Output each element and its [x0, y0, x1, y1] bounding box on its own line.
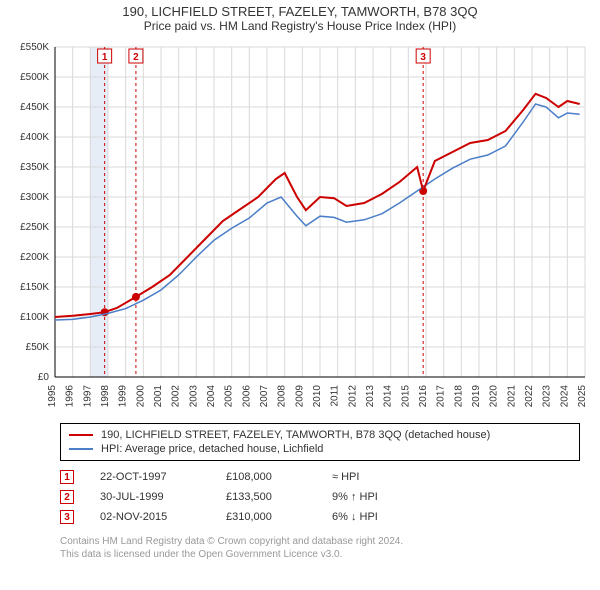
- svg-text:2018: 2018: [453, 385, 464, 408]
- chart-title: 190, LICHFIELD STREET, FAZELEY, TAMWORTH…: [0, 0, 600, 19]
- svg-text:£50K: £50K: [26, 342, 50, 353]
- svg-text:2003: 2003: [188, 385, 199, 408]
- chart-svg: £0 £50K £100K £150K £200K £250K £300K £350K £400…: [0, 37, 600, 417]
- legend: 190, LICHFIELD STREET, FAZELEY, TAMWORTH…: [60, 423, 580, 461]
- svg-text:2009: 2009: [294, 385, 305, 408]
- svg-text:£150K: £150K: [20, 282, 49, 293]
- svg-text:2011: 2011: [330, 385, 341, 407]
- svg-text:£550K: £550K: [20, 42, 49, 53]
- svg-text:2017: 2017: [436, 385, 447, 408]
- chart-area: £0 £50K £100K £150K £200K £250K £300K £350K £400…: [0, 37, 600, 417]
- svg-text:£200K: £200K: [20, 252, 49, 263]
- transaction-marker: 2: [60, 490, 74, 504]
- svg-text:1999: 1999: [118, 385, 129, 408]
- transaction-marker: 1: [60, 470, 74, 484]
- legend-row: 190, LICHFIELD STREET, FAZELEY, TAMWORTH…: [69, 428, 571, 442]
- svg-text:£250K: £250K: [20, 222, 49, 233]
- footer-line1: Contains HM Land Registry data © Crown c…: [60, 535, 580, 548]
- svg-text:£350K: £350K: [20, 162, 49, 173]
- svg-text:2008: 2008: [277, 385, 288, 408]
- legend-label: HPI: Average price, detached house, Lich…: [101, 443, 323, 455]
- transaction-table: 1 22-OCT-1997 £108,000 ≈ HPI 2 30-JUL-1999 £13…: [60, 467, 580, 527]
- chart-subtitle: Price paid vs. HM Land Registry's House …: [0, 19, 600, 37]
- svg-text:2019: 2019: [471, 385, 482, 408]
- svg-text:2: 2: [133, 52, 139, 63]
- svg-text:2024: 2024: [559, 385, 570, 408]
- svg-text:2005: 2005: [224, 385, 235, 408]
- transaction-date: 30-JUL-1999: [100, 491, 200, 503]
- transaction-price: £310,000: [226, 511, 306, 523]
- transaction-delta: 9% ↑ HPI: [332, 491, 432, 503]
- svg-text:2013: 2013: [365, 385, 376, 408]
- svg-text:£400K: £400K: [20, 132, 49, 143]
- svg-text:2014: 2014: [383, 385, 394, 408]
- transaction-price: £108,000: [226, 471, 306, 483]
- footer-line2: This data is licensed under the Open Gov…: [60, 548, 580, 561]
- svg-text:2025: 2025: [577, 385, 588, 408]
- svg-text:2015: 2015: [400, 385, 411, 408]
- svg-text:£300K: £300K: [20, 192, 49, 203]
- svg-text:2016: 2016: [418, 385, 429, 408]
- svg-text:2021: 2021: [506, 385, 517, 408]
- svg-text:2001: 2001: [153, 385, 164, 408]
- svg-text:1998: 1998: [100, 385, 111, 408]
- svg-text:2012: 2012: [347, 385, 358, 408]
- svg-text:2007: 2007: [259, 385, 270, 408]
- svg-text:2004: 2004: [206, 385, 217, 408]
- transaction-delta: 6% ↓ HPI: [332, 511, 432, 523]
- svg-text:2023: 2023: [542, 385, 553, 408]
- svg-text:3: 3: [420, 52, 426, 63]
- legend-swatch: [69, 434, 93, 436]
- legend-label: 190, LICHFIELD STREET, FAZELEY, TAMWORTH…: [101, 429, 490, 441]
- svg-text:1995: 1995: [47, 385, 58, 408]
- svg-text:2006: 2006: [241, 385, 252, 408]
- svg-text:2010: 2010: [312, 385, 323, 408]
- transaction-delta: ≈ HPI: [332, 471, 432, 483]
- transaction-row: 3 02-NOV-2015 £310,000 6% ↓ HPI: [60, 507, 580, 527]
- transaction-date: 02-NOV-2015: [100, 511, 200, 523]
- svg-text:£0: £0: [38, 372, 50, 383]
- footer-attribution: Contains HM Land Registry data © Crown c…: [60, 535, 580, 561]
- svg-text:1996: 1996: [65, 385, 76, 408]
- svg-text:£500K: £500K: [20, 72, 49, 83]
- svg-text:2022: 2022: [524, 385, 535, 408]
- svg-text:2020: 2020: [489, 385, 500, 408]
- legend-swatch: [69, 448, 93, 450]
- svg-text:£450K: £450K: [20, 102, 49, 113]
- svg-text:2002: 2002: [171, 385, 182, 408]
- transaction-row: 1 22-OCT-1997 £108,000 ≈ HPI: [60, 467, 580, 487]
- legend-row: HPI: Average price, detached house, Lich…: [69, 442, 571, 456]
- transaction-price: £133,500: [226, 491, 306, 503]
- svg-text:1: 1: [102, 52, 108, 63]
- transaction-row: 2 30-JUL-1999 £133,500 9% ↑ HPI: [60, 487, 580, 507]
- transaction-date: 22-OCT-1997: [100, 471, 200, 483]
- svg-text:2000: 2000: [135, 385, 146, 408]
- transaction-marker: 3: [60, 510, 74, 524]
- svg-text:1997: 1997: [82, 385, 93, 408]
- svg-text:£100K: £100K: [20, 312, 49, 323]
